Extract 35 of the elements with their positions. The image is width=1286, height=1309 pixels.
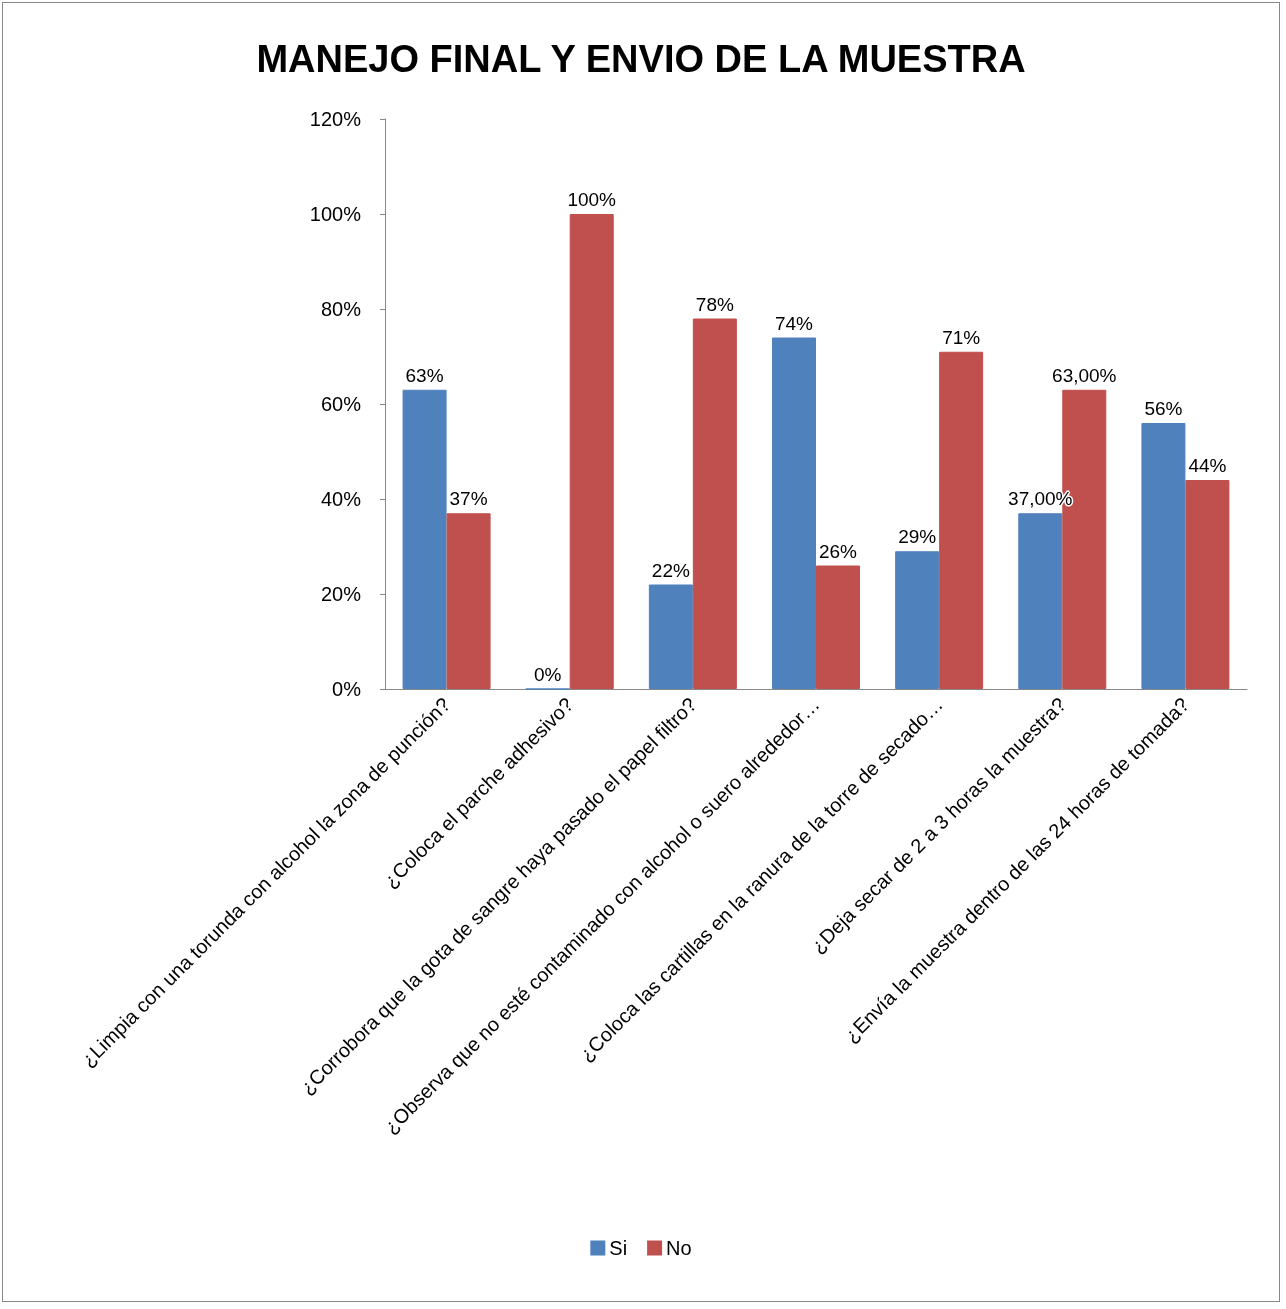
y-tick-label: 80% <box>320 298 362 320</box>
legend-label: Si <box>609 1237 628 1259</box>
data-label: 71% <box>942 326 981 348</box>
bar <box>895 551 940 689</box>
data-label: 63% <box>405 364 444 386</box>
bar <box>816 565 860 689</box>
data-label: 29% <box>898 526 937 548</box>
bar <box>402 389 447 689</box>
y-tick-label: 40% <box>320 488 362 510</box>
data-label: 0% <box>533 663 562 685</box>
bar <box>1185 480 1230 689</box>
data-label: 78% <box>695 293 734 315</box>
bar <box>772 337 816 689</box>
bar <box>648 584 693 689</box>
data-label: 100% <box>567 189 617 210</box>
y-tick-label: 100% <box>309 203 362 225</box>
data-label: 22% <box>651 559 690 581</box>
y-tick-label: 0% <box>332 678 362 700</box>
data-label: 26% <box>818 540 858 562</box>
bar <box>569 214 614 689</box>
data-label: 63,00% <box>1052 364 1117 386</box>
data-label: 44% <box>1188 455 1227 476</box>
bar <box>692 318 737 689</box>
y-tick-label: 60% <box>320 393 362 415</box>
y-tick-label: 20% <box>320 583 362 605</box>
bar <box>1018 513 1063 689</box>
data-label: 56% <box>1144 398 1183 419</box>
bar <box>939 351 984 689</box>
legend-label: No <box>666 1237 692 1259</box>
chart-title: MANEJO FINAL Y ENVIO DE LA MUESTRA <box>256 38 1026 80</box>
data-label: 74% <box>774 312 814 334</box>
data-label: 37% <box>449 488 488 510</box>
bar <box>1141 423 1186 689</box>
y-tick-label: 120% <box>309 108 362 130</box>
bar <box>446 513 491 689</box>
